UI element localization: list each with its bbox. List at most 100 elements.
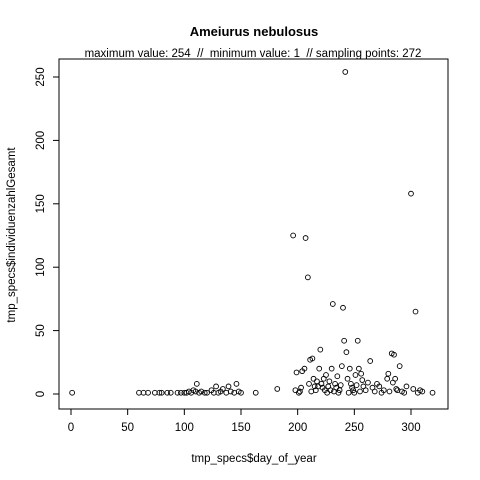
data-point xyxy=(227,388,234,395)
y-tick-label: 250 xyxy=(35,67,47,86)
data-point xyxy=(316,365,323,372)
data-point xyxy=(336,387,343,394)
data-point xyxy=(351,389,358,396)
data-point xyxy=(225,383,232,390)
x-tick-label: 200 xyxy=(288,422,307,434)
data-point xyxy=(297,388,303,395)
x-axis-label: tmp_specs$day_of_year xyxy=(191,453,316,465)
data-point xyxy=(317,346,324,353)
data-point xyxy=(341,337,347,344)
data-point xyxy=(391,351,397,358)
data-point xyxy=(292,387,299,394)
data-point xyxy=(380,387,387,394)
data-point xyxy=(393,386,400,392)
data-point xyxy=(311,383,318,390)
data-point xyxy=(213,383,219,390)
data-point xyxy=(376,383,383,390)
data-point xyxy=(178,389,184,396)
data-point xyxy=(156,389,163,396)
data-point xyxy=(193,381,200,387)
data-point xyxy=(348,381,354,387)
data-point xyxy=(301,365,308,372)
data-point xyxy=(328,365,335,372)
data-point xyxy=(371,388,378,395)
data-point xyxy=(385,370,392,377)
data-point xyxy=(305,274,311,281)
data-point xyxy=(362,387,369,394)
data-point xyxy=(403,383,410,390)
data-point xyxy=(308,388,315,395)
data-point xyxy=(306,381,312,387)
data-point xyxy=(233,381,240,387)
data-point xyxy=(401,389,408,396)
data-points xyxy=(69,69,436,396)
data-point xyxy=(192,388,199,395)
data-point xyxy=(69,389,75,396)
data-point xyxy=(339,363,345,369)
data-point xyxy=(327,387,334,394)
data-point xyxy=(140,389,147,396)
data-point xyxy=(201,389,208,396)
data-point xyxy=(198,388,205,395)
data-point xyxy=(145,389,151,396)
data-point xyxy=(310,375,317,382)
data-point xyxy=(252,389,259,396)
data-point xyxy=(158,389,165,396)
data-point xyxy=(274,386,281,392)
data-point xyxy=(290,232,296,239)
data-point xyxy=(164,389,171,396)
data-point xyxy=(329,301,336,307)
data-point xyxy=(359,377,366,383)
data-point xyxy=(345,389,352,396)
data-point xyxy=(326,378,333,385)
data-point xyxy=(309,355,316,362)
data-point xyxy=(337,382,344,388)
data-point xyxy=(174,389,181,396)
data-point xyxy=(204,389,210,396)
data-point xyxy=(358,370,364,377)
data-point xyxy=(315,383,321,390)
data-point xyxy=(167,389,174,396)
data-point xyxy=(353,382,360,388)
x-tick-label: 300 xyxy=(401,422,420,434)
y-tick-label: 50 xyxy=(35,324,47,337)
data-point xyxy=(302,235,309,241)
data-point xyxy=(384,375,391,382)
y-tick-label: 0 xyxy=(35,391,47,397)
data-point xyxy=(386,388,393,395)
data-point xyxy=(357,388,363,395)
data-point xyxy=(367,358,374,364)
x-tick-label: 150 xyxy=(231,422,250,434)
data-point xyxy=(410,386,417,392)
x-tick-label: 50 xyxy=(121,422,134,434)
data-point xyxy=(334,373,341,380)
data-point xyxy=(223,389,230,396)
x-axis: 0 50 100 150 200 250 300 xyxy=(68,409,421,434)
data-point xyxy=(314,378,320,385)
data-point xyxy=(352,372,359,378)
y-tick-label: 200 xyxy=(35,131,47,150)
data-point xyxy=(419,388,426,395)
plot-frame xyxy=(58,58,449,410)
data-point xyxy=(346,365,353,372)
data-point xyxy=(408,190,414,197)
data-point xyxy=(429,389,436,396)
y-tick-label: 100 xyxy=(35,258,47,277)
data-point xyxy=(392,375,398,382)
data-point xyxy=(344,375,351,382)
data-point xyxy=(394,387,401,394)
data-point xyxy=(340,304,346,311)
data-point xyxy=(356,365,362,372)
data-point xyxy=(295,389,302,396)
data-point xyxy=(396,363,403,369)
x-tick-label: 0 xyxy=(68,422,74,434)
data-point xyxy=(318,381,325,387)
data-point xyxy=(332,381,338,387)
chart-title: Ameiurus nebulosus xyxy=(190,24,319,39)
y-axis-label: tmp_specs$individuenzahlGesamt xyxy=(6,147,18,323)
data-point xyxy=(412,308,419,315)
data-point xyxy=(293,369,300,376)
data-point xyxy=(298,384,304,391)
data-point xyxy=(343,349,350,356)
